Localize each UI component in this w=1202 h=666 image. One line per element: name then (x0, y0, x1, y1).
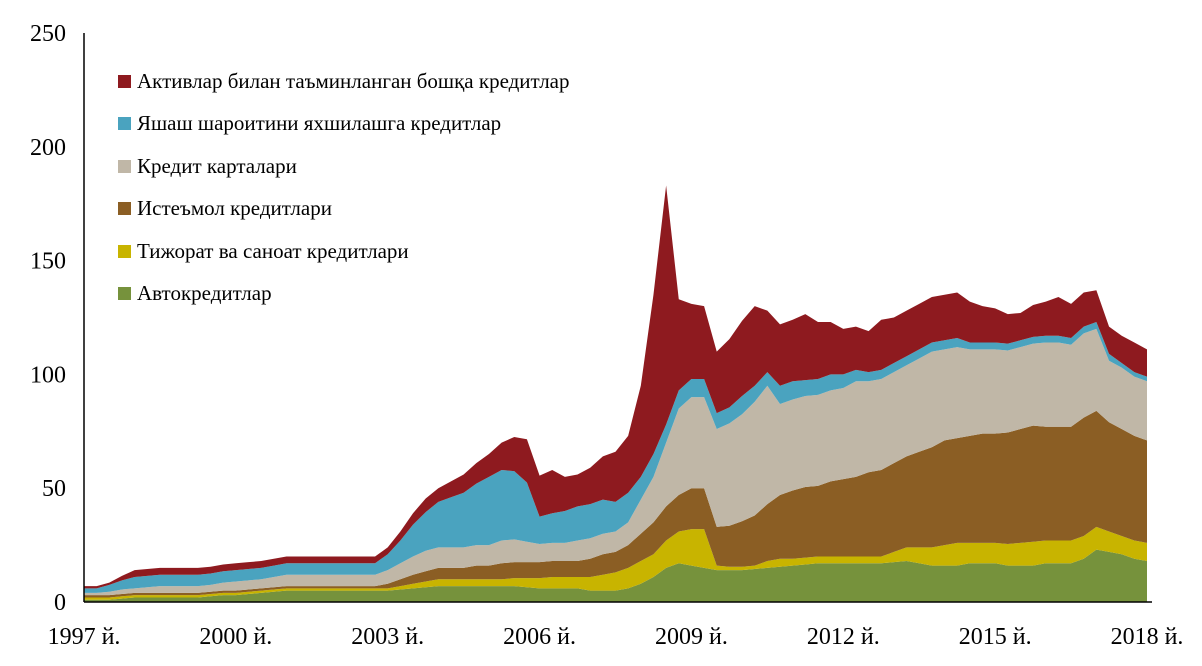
legend-label: Кредит карталари (137, 153, 297, 178)
y-tick-label-2: 100 (30, 362, 66, 388)
area-series-0 (84, 549, 1147, 602)
x-tick-label-1: 2000 й. (199, 624, 272, 650)
x-tick-label-4: 2009 й. (655, 624, 728, 650)
y-tick-label-1: 50 (42, 476, 66, 502)
legend-label: Тижорат ва саноат кредитлари (137, 238, 409, 263)
ticks-layer: 0 50 100 150 200 250 1997 й. 2000 й. 2003 й. 2006… (30, 21, 1183, 650)
x-tick-label-0: 1997 й. (48, 624, 121, 650)
x-tick-label-7: 2018 й. (1111, 624, 1184, 650)
legend-item-4: Тижорат ва саноат кредитлари (118, 230, 570, 273)
legend-label: Активлар билан таъминланган бошқа кредит… (137, 68, 570, 93)
chart-legend: Активлар билан таъминланган бошқа кредит… (118, 60, 570, 315)
legend-swatch (118, 202, 131, 216)
legend-swatch (118, 159, 131, 173)
y-tick-label-3: 150 (30, 249, 66, 275)
x-tick-label-6: 2015 й. (959, 624, 1032, 650)
area-series-2 (84, 410, 1147, 598)
legend-item-5: Автокредитлар (118, 273, 570, 316)
legend-swatch (118, 244, 131, 258)
y-tick-label-5: 250 (30, 21, 66, 47)
area-series-1 (84, 526, 1147, 600)
legend-label: Автокредитлар (137, 281, 272, 306)
y-tick-label-4: 200 (30, 135, 66, 161)
axes-layer (83, 33, 1152, 603)
x-tick-label-2: 2003 й. (351, 624, 424, 650)
legend-swatch (118, 74, 131, 88)
legend-swatch (118, 287, 131, 301)
legend-item-1: Яшаш шароитини яхшилашга кредитлар (118, 103, 570, 146)
legend-item-2: Кредит карталари (118, 145, 570, 188)
legend-item-3: Истеъмол кредитлари (118, 188, 570, 231)
area-series-3 (84, 328, 1147, 596)
areas-layer (84, 185, 1147, 602)
x-tick-label-5: 2012 й. (807, 624, 880, 650)
y-tick-label-0: 0 (54, 590, 66, 616)
legend-swatch (118, 117, 131, 131)
legend-label: Истеъмол кредитлари (137, 196, 332, 221)
x-tick-label-3: 2006 й. (503, 624, 576, 650)
legend-item-0: Активлар билан таъминланган бошқа кредит… (118, 60, 570, 103)
legend-label: Яшаш шароитини яхшилашга кредитлар (137, 111, 502, 136)
